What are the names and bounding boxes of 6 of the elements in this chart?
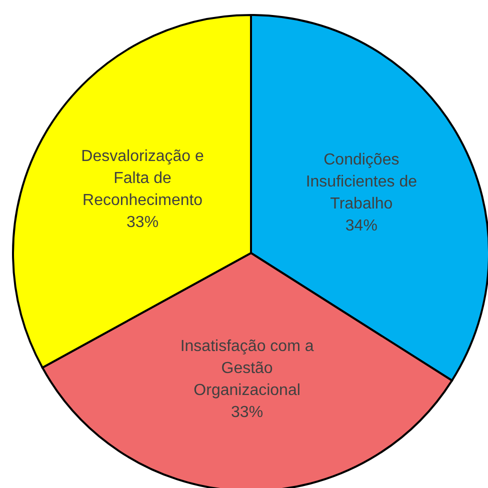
data-label: 34% (345, 217, 378, 234)
slice-label: Condições Insuficientes de Trabalho (306, 151, 418, 212)
data-label: 33% (231, 404, 264, 421)
data-label: 33% (126, 214, 159, 231)
slice-label: Desvalorização e Falta de Reconhecimento (81, 148, 204, 209)
slice-label: Insatisfação com a Gestão Organizacional (180, 338, 314, 399)
